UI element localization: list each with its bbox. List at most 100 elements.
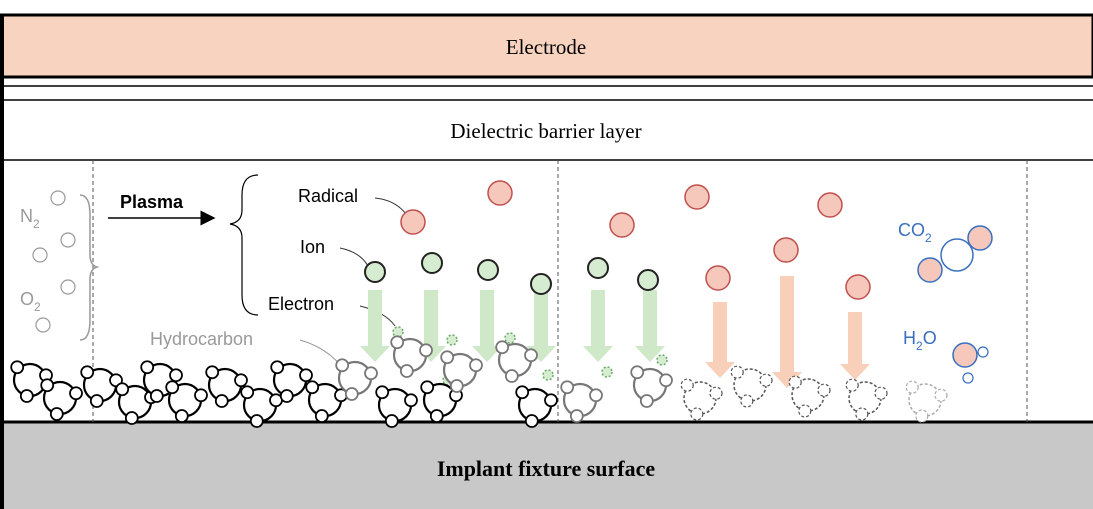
plasma-label: Plasma [120, 192, 184, 212]
hydrogen [11, 361, 23, 373]
hydrogen [846, 379, 858, 391]
hydrogen [151, 390, 163, 402]
formula-base: N [20, 206, 33, 226]
hydrogen [818, 384, 830, 396]
hydrogen [51, 408, 63, 420]
flux-arrow [583, 290, 613, 362]
hydrogen [346, 388, 358, 400]
h2o-atom [963, 373, 973, 383]
hydrogen [590, 389, 602, 401]
radical [818, 193, 842, 217]
flux-arrow [705, 302, 735, 378]
gas-brace [80, 195, 97, 340]
hydrogen [166, 381, 178, 393]
flux-arrow [772, 276, 802, 388]
o2-label: O2 [20, 289, 41, 314]
hydrogen [216, 395, 228, 407]
ion [422, 253, 442, 273]
hydrogen [195, 389, 207, 401]
ion [365, 262, 385, 282]
hydrogen [376, 386, 388, 398]
electron [657, 355, 667, 365]
flux-arrow [840, 312, 870, 380]
radical [401, 210, 425, 234]
flux-arrow [360, 290, 390, 362]
hydrogen [516, 386, 528, 398]
species-brace [230, 175, 258, 315]
hydrogen [300, 369, 312, 381]
hydrogen [789, 376, 801, 388]
hydrogen [856, 408, 868, 420]
hydrogen [525, 349, 537, 361]
hydrogen [441, 351, 453, 363]
pointer [375, 198, 406, 214]
radical [706, 266, 730, 290]
hydrogen [176, 410, 188, 422]
formula-tail: O [923, 328, 937, 348]
formula-base: O [20, 289, 34, 309]
hydrogen [545, 394, 557, 406]
hydrogen [420, 344, 432, 356]
hydrogen [571, 410, 583, 422]
hydrogen [421, 381, 433, 393]
gas-molecule [33, 248, 47, 262]
hydrogen [691, 408, 703, 420]
co2-atom [968, 226, 992, 250]
hydrogen [306, 381, 318, 393]
ion-label: Ion [300, 237, 325, 257]
radical [846, 275, 870, 299]
page: Electrode Dielectric barrier layer Impla… [0, 0, 1093, 509]
formula-sub: 2 [33, 217, 40, 231]
hydrogen [81, 366, 93, 378]
co2-label: CO2 [898, 220, 932, 245]
hydrogen [365, 367, 377, 379]
hydrogen [206, 366, 218, 378]
hydrogen [681, 379, 693, 391]
radical [685, 185, 709, 209]
hydrogen [631, 366, 643, 378]
hydrogen [316, 410, 328, 422]
hydrogen [731, 366, 743, 378]
radical [610, 213, 634, 237]
electron-label: Electron [268, 294, 334, 314]
electron [447, 335, 457, 345]
hydrogen [116, 383, 128, 395]
electron [505, 333, 515, 343]
hydrogen [405, 394, 417, 406]
gas-molecule [36, 318, 50, 332]
radical [488, 181, 512, 205]
h2o-atom [953, 343, 977, 367]
flux-arrow [635, 290, 665, 362]
hydrogen [916, 410, 928, 422]
implant-label: Implant fixture surface [437, 456, 656, 481]
hydrogen [126, 412, 138, 424]
hydrogen [561, 381, 573, 393]
ion [531, 274, 551, 294]
ion [638, 270, 658, 290]
radical [774, 238, 798, 262]
radical-label: Radical [298, 186, 358, 206]
hydrogen [935, 389, 947, 401]
hydrogen [41, 379, 53, 391]
gas-molecule [61, 233, 75, 247]
hydrogen [141, 361, 153, 373]
co2-atom [941, 239, 973, 271]
gas-molecule [61, 280, 75, 294]
co2-atom [918, 258, 942, 282]
hydrogen [496, 341, 508, 353]
electrode-label: Electrode [506, 35, 586, 59]
formula-sub: 2 [925, 231, 932, 245]
hydrogen [271, 361, 283, 373]
hydrogen [431, 410, 443, 422]
hydrogen [241, 386, 253, 398]
hydrogen [470, 359, 482, 371]
hydrogen [386, 415, 398, 427]
formula-base: H [903, 328, 916, 348]
hydrogen [641, 395, 653, 407]
hydrogen [401, 365, 413, 377]
diagram: Electrode Dielectric barrier layer Impla… [0, 0, 1093, 509]
hydrogen [799, 405, 811, 417]
hydrogen [451, 380, 463, 392]
electron [543, 370, 553, 380]
hydrogen [660, 374, 672, 386]
